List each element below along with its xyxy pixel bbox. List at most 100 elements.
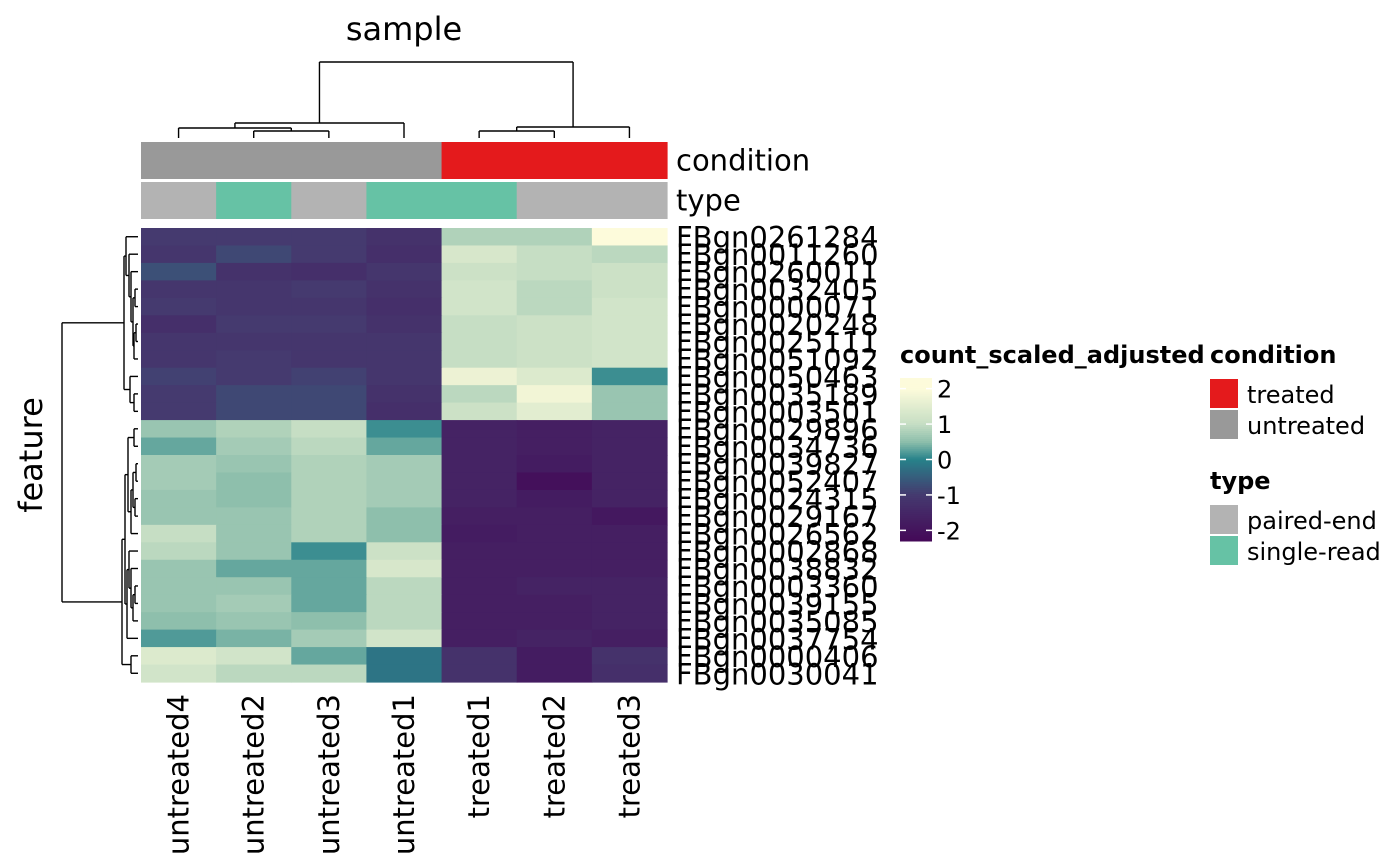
colorbar-tick-label: -2 xyxy=(937,517,961,545)
heatmap-cell xyxy=(216,420,292,439)
heatmap-cell xyxy=(516,367,593,386)
heatmap-cell xyxy=(441,542,518,561)
colorbar-segment xyxy=(900,490,932,493)
heatmap-cell xyxy=(591,315,668,334)
colorbar-segment xyxy=(900,512,932,516)
heatmap-cell xyxy=(366,280,443,299)
heatmap-cell xyxy=(141,664,217,683)
heatmap-cell xyxy=(216,489,292,508)
colorbar-segment xyxy=(900,402,932,405)
heatmap-cell xyxy=(516,350,593,369)
colorbar-segment xyxy=(900,388,932,391)
heatmap-cell xyxy=(216,367,292,386)
heatmap-cell xyxy=(141,332,217,351)
heatmap-cell xyxy=(591,228,668,247)
colorbar-segment xyxy=(900,518,932,522)
colorbar-segment xyxy=(900,532,932,536)
heatmap-cell xyxy=(441,280,518,299)
colorbar-segment xyxy=(900,426,932,430)
heatmap-cell xyxy=(591,629,668,648)
colorbar-segment xyxy=(900,473,932,477)
colorbar-segment xyxy=(900,412,932,416)
heatmap-cell xyxy=(591,385,668,404)
heatmap-cell xyxy=(216,262,292,281)
colorbar-segment xyxy=(900,536,932,540)
heatmap-cell xyxy=(366,664,443,683)
annotation-cell xyxy=(591,182,668,219)
heatmap-cell xyxy=(141,472,217,491)
colorbar-segment xyxy=(900,492,932,495)
heatmap-cell xyxy=(441,315,518,334)
heatmap-cell xyxy=(291,385,368,404)
colorbar-segment xyxy=(900,528,932,532)
heatmap-cell xyxy=(366,367,443,386)
heatmap-cell xyxy=(366,297,443,316)
heatmap-cell xyxy=(591,472,668,491)
annotation-name: type xyxy=(676,184,741,218)
heatmap-cell xyxy=(366,228,443,247)
heatmap-cell xyxy=(216,594,292,613)
heatmap-cell xyxy=(216,402,292,421)
colorbar-segment xyxy=(900,516,932,520)
colorbar-segment xyxy=(900,504,932,507)
heatmap-cell xyxy=(441,262,518,281)
heatmap-cell xyxy=(366,472,443,491)
heatmap-cell xyxy=(591,455,668,474)
heatmap-cell xyxy=(516,507,593,526)
colorbar-segment xyxy=(900,447,932,450)
heatmap-cell xyxy=(291,402,368,421)
row-label: FBgn0050463 xyxy=(676,360,879,394)
heatmap-cell xyxy=(141,245,217,264)
heatmap-cell xyxy=(516,612,593,631)
heatmap-cell xyxy=(366,629,443,648)
colorbar-segment xyxy=(900,384,932,387)
heatmap-cell xyxy=(516,559,593,578)
annotation-cell xyxy=(366,182,443,219)
heatmap-cell xyxy=(516,647,593,666)
heatmap-cell xyxy=(441,350,518,369)
heatmap-cell xyxy=(291,612,368,631)
heatmap-cell xyxy=(591,489,668,508)
legend-label: paired-end xyxy=(1247,507,1377,535)
heatmap-cell xyxy=(516,280,593,299)
heatmap-cell xyxy=(141,455,217,474)
heatmap-cell xyxy=(291,594,368,613)
heatmap-cell xyxy=(591,507,668,526)
heatmap-cell xyxy=(141,507,217,526)
heatmap-cell xyxy=(216,542,292,561)
colorbar-segment xyxy=(900,398,932,401)
colorbar-segment xyxy=(900,382,932,385)
heatmap-cell xyxy=(216,612,292,631)
heatmap-cell xyxy=(516,629,593,648)
heatmap-cell xyxy=(141,367,217,386)
row-label: FBgn0029167 xyxy=(676,500,879,534)
heatmap-cell xyxy=(441,455,518,474)
heatmap-cell xyxy=(291,350,368,369)
colorbar-segment xyxy=(900,502,932,505)
heatmap-cell xyxy=(441,664,518,683)
colorbar-segment xyxy=(900,463,932,467)
colorbar-segment xyxy=(900,428,932,432)
heatmap-cell xyxy=(291,629,368,648)
annotation-legends: condition treated untreated type paired-end s… xyxy=(1210,341,1381,566)
heatmap-cell xyxy=(441,385,518,404)
annotation-cell xyxy=(366,142,443,179)
heatmap-cell xyxy=(141,297,217,316)
heatmap-cell xyxy=(141,420,217,439)
row-label: FBgn0039155 xyxy=(676,587,879,621)
colorbar-segment xyxy=(900,508,932,511)
heatmap-cell xyxy=(516,420,593,439)
heatmap-cell xyxy=(291,280,368,299)
colorbar-segment xyxy=(900,430,932,434)
heatmap-cell xyxy=(441,507,518,526)
heatmap-cell xyxy=(141,577,217,596)
heatmap-cell xyxy=(366,437,443,456)
heatmap-cell xyxy=(591,437,668,456)
colorbar-segment xyxy=(900,524,932,528)
colorbar-segment xyxy=(900,414,932,418)
row-label: FBgn0003360 xyxy=(676,570,879,604)
colorbar-segment xyxy=(900,451,932,454)
heatmap-cell xyxy=(441,402,518,421)
heatmap-cell xyxy=(141,594,217,613)
